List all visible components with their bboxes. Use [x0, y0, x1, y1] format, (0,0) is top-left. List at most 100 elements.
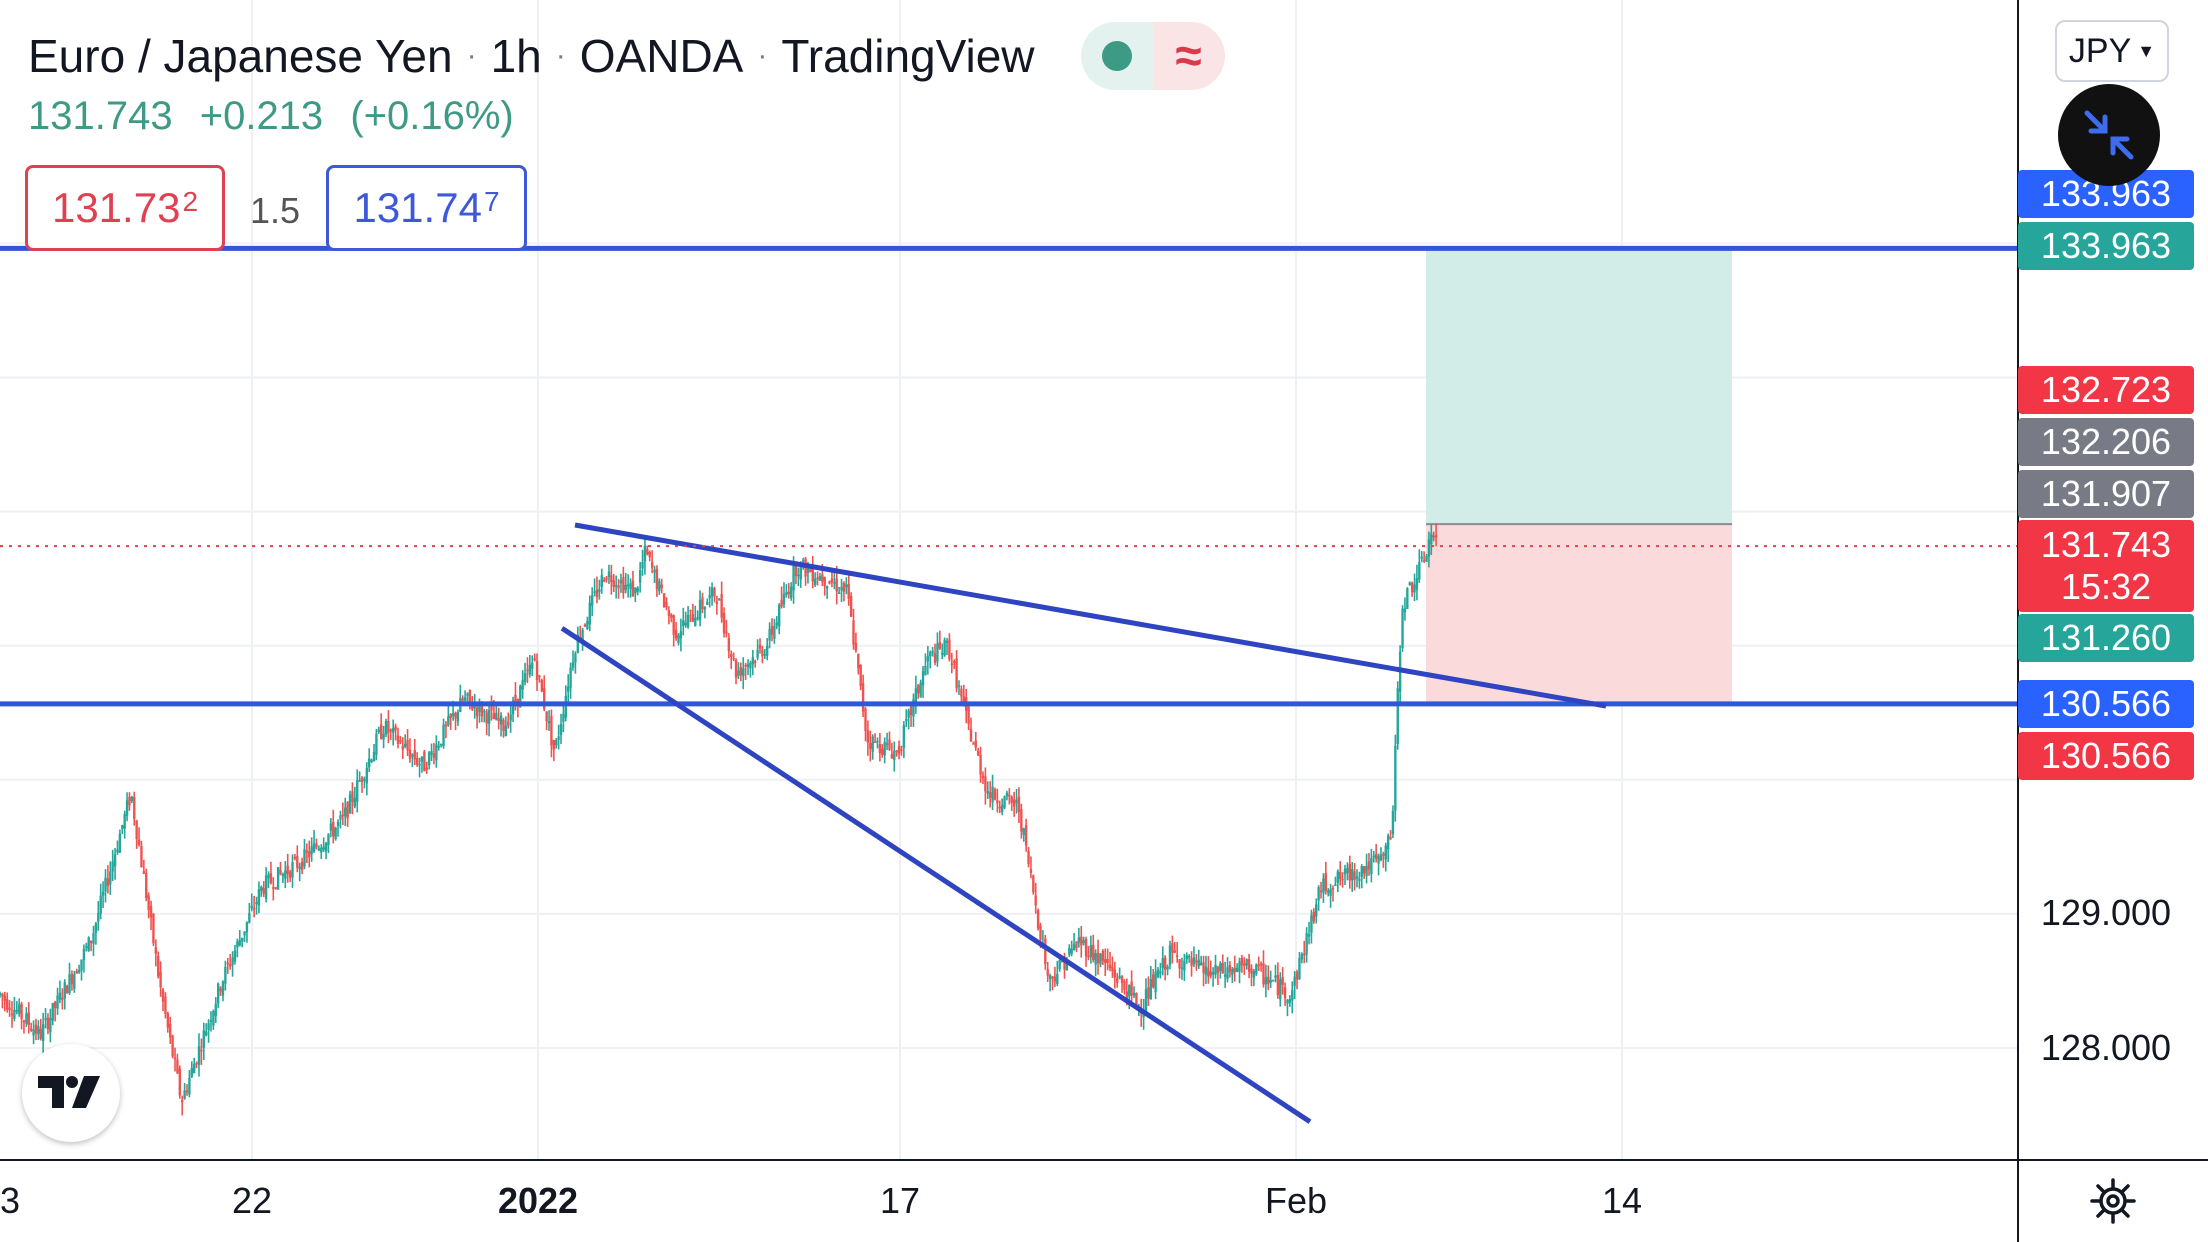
- candle-body: [468, 689, 472, 702]
- candle-body: [823, 577, 826, 586]
- candle-body: [1410, 582, 1414, 593]
- lower-trendline[interactable]: [560, 626, 1312, 1124]
- ask-price: 131.74: [353, 184, 482, 231]
- candle-body: [1211, 972, 1215, 975]
- candle-body: [677, 635, 680, 644]
- candle-body: [1116, 978, 1119, 983]
- candle-body: [1408, 582, 1411, 586]
- candle-body: [732, 657, 735, 660]
- buy-button[interactable]: 131.74 7: [326, 165, 527, 251]
- candle-body: [950, 663, 954, 666]
- candle-body: [1291, 990, 1294, 1001]
- candle-body: [914, 688, 918, 703]
- candle-body: [1029, 869, 1033, 873]
- candle-body: [590, 595, 594, 606]
- candle-body: [209, 1020, 213, 1023]
- candle-body: [1221, 963, 1224, 974]
- instrument-name[interactable]: Euro / Japanese Yen: [28, 30, 453, 82]
- candle-body: [646, 549, 649, 555]
- entry-price-label: 131.260: [2018, 614, 2194, 662]
- candle-body: [152, 914, 155, 944]
- candle-body: [725, 631, 728, 634]
- ask-pip: 7: [483, 186, 500, 217]
- candle-body: [1223, 974, 1227, 977]
- candle-body: [1128, 984, 1131, 997]
- candle-body: [924, 665, 927, 676]
- candle-body: [967, 705, 970, 724]
- candle-body: [598, 589, 601, 593]
- candle-body: [1108, 964, 1112, 969]
- candle-body: [1130, 981, 1133, 996]
- candle-body: [1039, 925, 1042, 940]
- gear-icon[interactable]: [2088, 1176, 2138, 1226]
- candle-body: [526, 669, 529, 672]
- candle-body: [320, 847, 323, 853]
- candle-body: [53, 1002, 57, 1009]
- candle-body: [1401, 608, 1404, 649]
- candle-body: [761, 649, 764, 657]
- candle-body: [437, 745, 440, 748]
- candle-body: [1065, 959, 1069, 971]
- sell-button[interactable]: 131.73 2: [25, 165, 225, 251]
- market-open-icon: [1080, 22, 1153, 90]
- tradingview-logo-icon[interactable]: [22, 1044, 120, 1142]
- candle-body: [845, 584, 848, 588]
- candle-body: [698, 599, 702, 621]
- candle-body: [154, 947, 158, 954]
- candle-body: [607, 571, 611, 578]
- entry-level-label: 131.907: [2018, 470, 2194, 518]
- candle-body: [41, 1024, 45, 1042]
- candle-body: [629, 583, 632, 590]
- candle-body: [305, 850, 309, 853]
- candle-body: [125, 800, 129, 816]
- candle-body: [962, 696, 965, 702]
- candle-body: [159, 971, 162, 988]
- candle-body: [881, 748, 884, 756]
- candle-body: [401, 745, 404, 750]
- candle-body: [365, 767, 369, 784]
- candle-body: [1238, 961, 1241, 972]
- candle-body: [1027, 850, 1030, 864]
- candle-body: [202, 1030, 205, 1048]
- candle-body: [101, 891, 105, 896]
- candle-body: [1010, 797, 1013, 803]
- candle-body: [1015, 799, 1018, 804]
- candle-body: [324, 843, 328, 852]
- candle-body: [339, 815, 342, 820]
- candle-body: [648, 551, 651, 558]
- candle-body: [1231, 968, 1234, 976]
- candle-body: [363, 779, 366, 781]
- candle-body: [869, 743, 872, 749]
- candle-body: [65, 985, 69, 994]
- upper-trendline[interactable]: [574, 522, 1607, 709]
- interval-label[interactable]: 1h: [490, 30, 542, 82]
- candle-body: [878, 744, 882, 754]
- candle-body: [936, 643, 939, 662]
- loss-zone[interactable]: [1426, 524, 1732, 704]
- candle-body: [679, 631, 683, 639]
- candle-body: [1219, 963, 1222, 972]
- candle-body: [439, 743, 443, 746]
- candle-body: [610, 575, 613, 583]
- candle-body: [1259, 963, 1263, 966]
- candle-body: [991, 786, 994, 803]
- collapse-arrows-icon[interactable]: [2058, 84, 2160, 186]
- symbol-header[interactable]: Euro / Japanese Yen · 1h · OANDA · Tradi…: [28, 22, 1225, 90]
- candle-body: [1307, 933, 1311, 937]
- candle-body: [1362, 866, 1366, 874]
- candle-body: [703, 607, 707, 610]
- candle-body: [1370, 857, 1373, 874]
- profit-zone[interactable]: [1426, 248, 1732, 525]
- candle-body: [20, 1003, 23, 1020]
- currency-selector[interactable]: JPY ▼: [2055, 20, 2169, 82]
- candle-body: [183, 1090, 186, 1100]
- last-price: 131.743: [28, 94, 173, 138]
- candle-body: [444, 724, 448, 727]
- candle-body: [252, 907, 256, 910]
- candle-body: [478, 703, 481, 713]
- candle-body: [1267, 976, 1270, 984]
- candle-body: [56, 995, 59, 1009]
- candle-body: [1024, 825, 1028, 846]
- market-status-pill[interactable]: ≈: [1080, 22, 1225, 90]
